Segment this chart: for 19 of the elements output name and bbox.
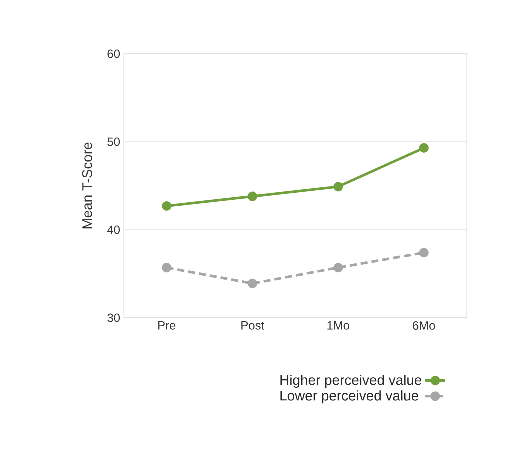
- point: [334, 263, 344, 273]
- y-tick-label: 50: [108, 138, 120, 146]
- y-tick-label: 30: [108, 314, 120, 322]
- point: [162, 263, 172, 273]
- point: [248, 278, 258, 288]
- x-tick-label: 1Mo: [328, 322, 350, 330]
- legend-label: Higher perceived value: [280, 374, 422, 388]
- point: [162, 201, 172, 212]
- point: [419, 143, 429, 153]
- legend-label: Lower perceived value: [280, 390, 418, 404]
- point: [248, 192, 258, 202]
- y-tick-label: 60: [108, 50, 120, 58]
- y-tick-label: 40: [107, 226, 120, 234]
- x-tick-label: Pre: [158, 322, 176, 330]
- x-tick-label: Post: [242, 322, 264, 330]
- point: [419, 248, 429, 258]
- x-tick-label: 6Mo: [413, 322, 436, 330]
- y-axis-title: Mean T-Score: [82, 142, 92, 229]
- point: [334, 182, 344, 192]
